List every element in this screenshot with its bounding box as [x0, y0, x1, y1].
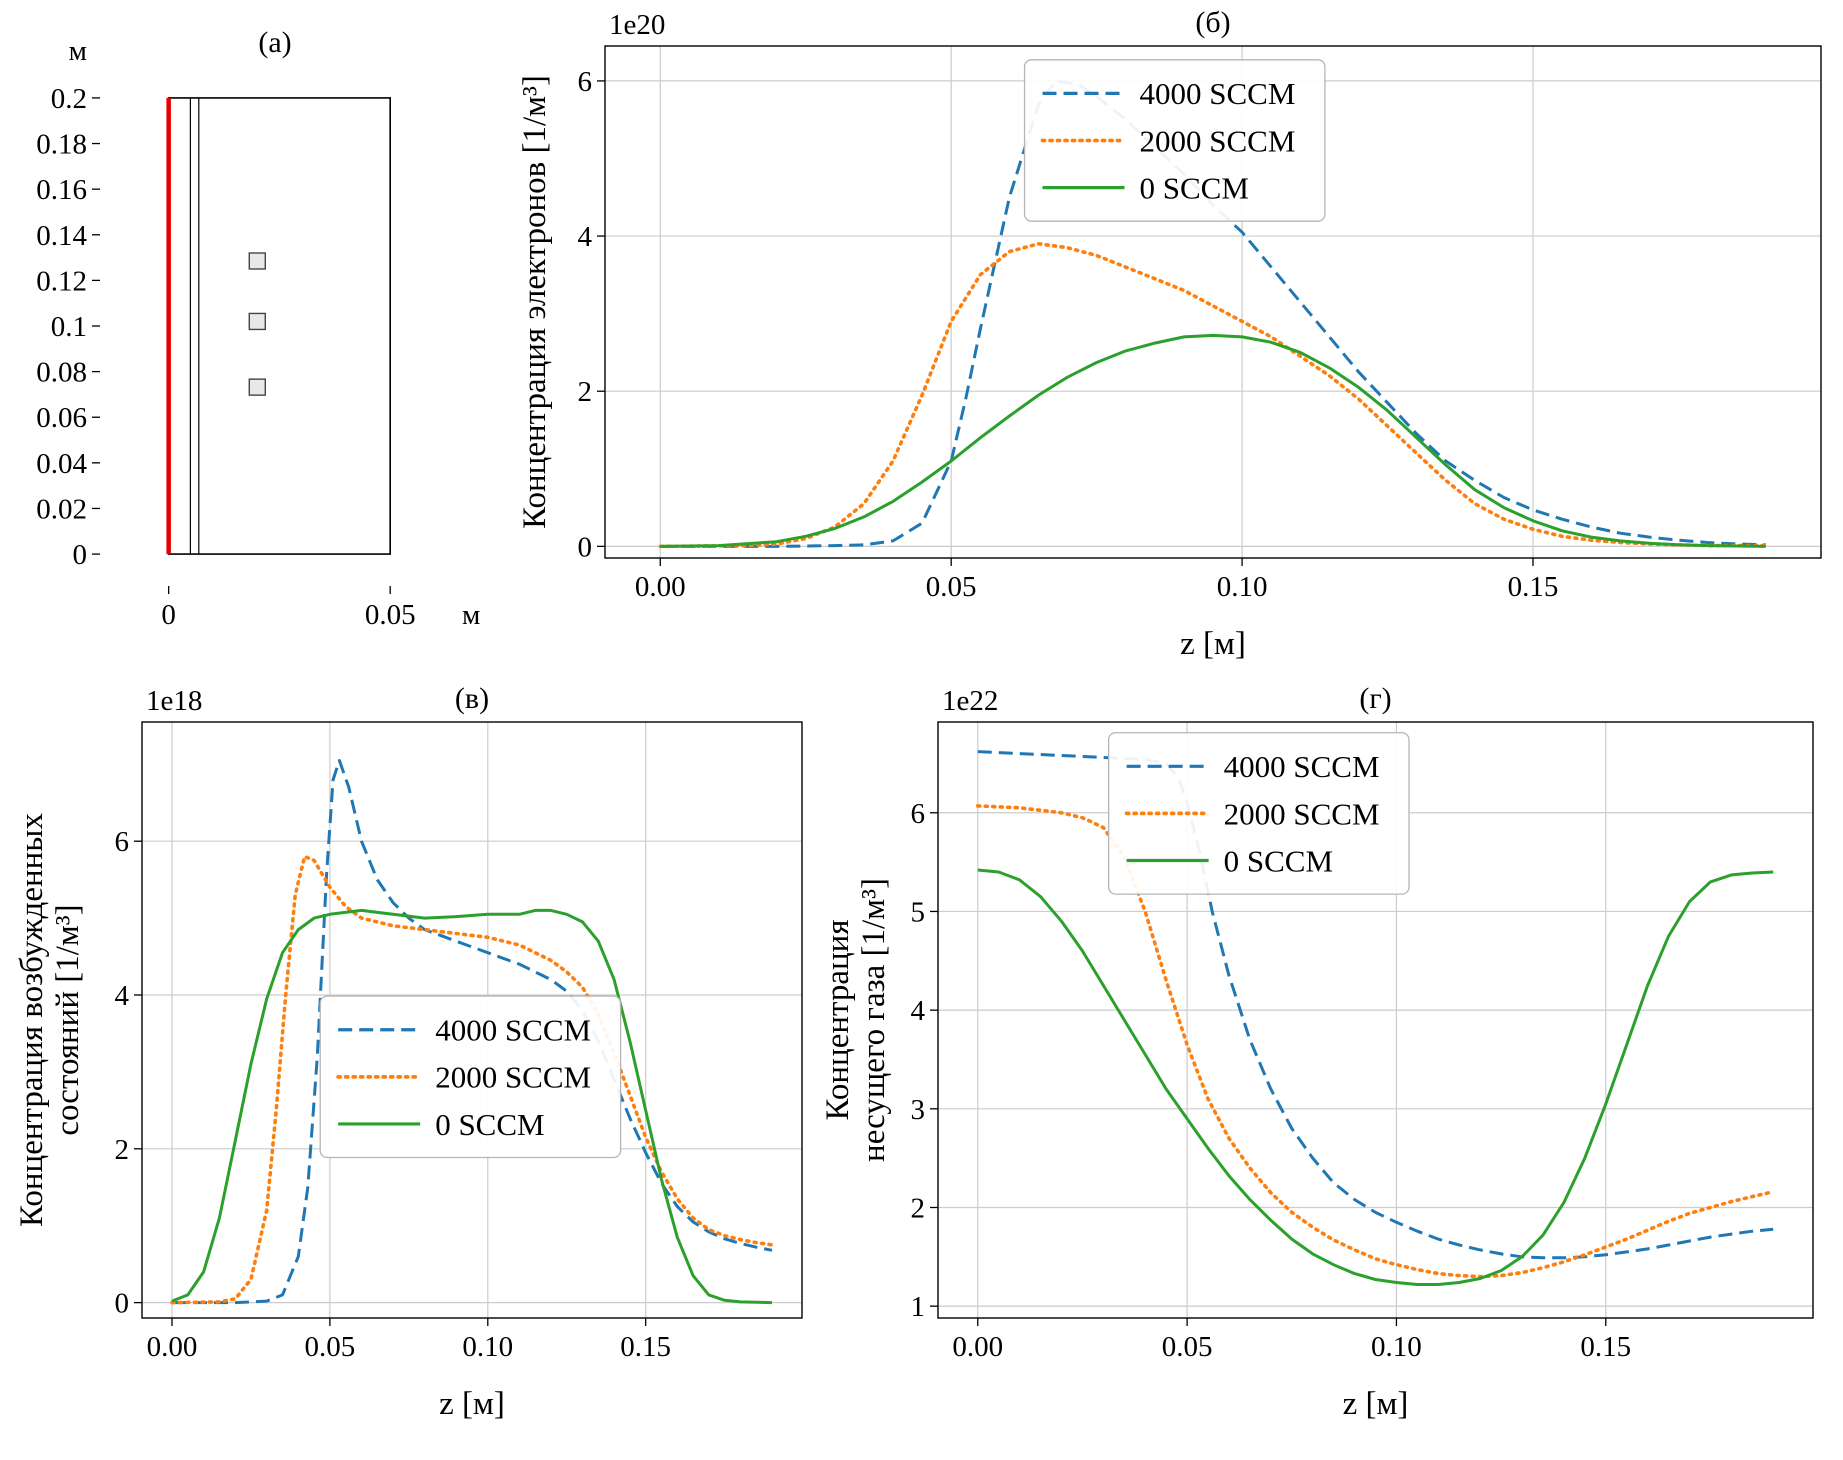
y-tick-label: 0.14 — [36, 220, 87, 252]
y-tick-label: 0.2 — [51, 83, 87, 115]
legend-box — [1107, 732, 1410, 895]
y-tick-label: 4 — [115, 980, 130, 1012]
x-tick-label: 0.15 — [620, 1331, 671, 1363]
x-tick-label: 0.05 — [365, 599, 416, 631]
y-tick-label: 2 — [911, 1192, 926, 1224]
panel-title: (а) — [258, 26, 291, 59]
y-tick-label: 3 — [911, 1094, 926, 1126]
panel-carrier-gas: 0.00 0.05 0.10 0.15 1 2 3 4 5 6 (г) 1e22 z [м] Концен… — [816, 676, 1833, 1456]
panel-title: (г) — [1359, 682, 1391, 715]
y-tick-label: 2 — [115, 1134, 130, 1166]
electron-density-plot: 0.00 0.05 0.10 0.15 0 2 4 6 (б) 1e20 z [м] Концентр… — [505, 4, 1843, 676]
legend-label: 2000 SCCM — [1140, 123, 1296, 158]
panel-title: (в) — [455, 682, 489, 715]
panel-electron-density: 0.00 0.05 0.10 0.15 0 2 4 6 (б) 1e20 z [м] Концентр… — [505, 4, 1843, 676]
panel-title: (б) — [1195, 6, 1230, 39]
y-tick-label: 0 — [578, 531, 593, 563]
plot-frame — [141, 721, 803, 1319]
legend-label: 0 SCCM — [1224, 843, 1333, 878]
y-tick-label: 6 — [115, 826, 130, 858]
y-tick-label: 6 — [578, 66, 593, 98]
x-axis-label: z [м] — [439, 1386, 505, 1422]
y-tick-label: 0.1 — [51, 311, 87, 343]
panel-excited-states: 0.00 0.05 0.10 0.15 0 2 4 6 (в) 1e18 z [м] Концентр… — [10, 676, 816, 1456]
axis-offset-text: 1e20 — [609, 9, 665, 41]
x-tick-label: 0.10 — [1371, 1331, 1422, 1363]
y-tick-label: 6 — [911, 798, 926, 830]
sample-square — [248, 312, 266, 331]
y-axis-label-line: Концентрация электронов [1/м³] — [517, 75, 553, 529]
top-row: 0 0.05 0 0.02 0.04 0.06 0.08 0.1 0.12 0.14 0.16 0.1… — [0, 4, 1843, 676]
legend-label: 0 SCCM — [435, 1107, 544, 1142]
sample-square — [248, 252, 266, 270]
y-tick-label: 4 — [578, 221, 593, 253]
y-tick-label: 0.08 — [36, 357, 87, 389]
x-unit-label: м — [462, 599, 480, 631]
x-tick-label: 0.00 — [635, 571, 686, 603]
panel-geometry: 0 0.05 0 0.02 0.04 0.06 0.08 0.1 0.12 0.14 0.16 0.1… — [0, 4, 505, 676]
geometry-plot: 0 0.05 0 0.02 0.04 0.06 0.08 0.1 0.12 0.14 0.16 0.1… — [0, 4, 505, 676]
y-tick-label: 1 — [911, 1291, 926, 1323]
series-line-4000-sccm — [977, 750, 1774, 1260]
y-axis-label-line: несущего газа [1/м³] — [856, 878, 892, 1162]
x-tick-label: 0.15 — [1580, 1331, 1631, 1363]
plot-frame — [604, 45, 1822, 559]
y-tick-label: 0.16 — [36, 174, 87, 206]
legend-label: 4000 SCCM — [1224, 749, 1380, 784]
x-axis-label: z [м] — [1343, 1386, 1409, 1422]
series-line-0-sccm — [660, 333, 1766, 548]
sample-square — [248, 378, 266, 396]
x-tick-label: 0.05 — [926, 571, 977, 603]
y-axis-label-line: Концентрация возбужденных — [14, 813, 50, 1227]
series-line-0-sccm — [977, 868, 1774, 1286]
y-tick-label: 0 — [115, 1288, 130, 1320]
series-line-2000-sccm — [976, 804, 1775, 1279]
legend-label: 2000 SCCM — [435, 1060, 591, 1095]
y-tick-label: 0 — [73, 539, 88, 571]
legend-label: 0 SCCM — [1140, 170, 1249, 205]
y-axis-label-line: Концентрация — [820, 920, 856, 1121]
x-tick-label: 0 — [161, 599, 176, 631]
x-tick-label: 0.05 — [1162, 1331, 1213, 1363]
x-tick-label: 0.10 — [1217, 571, 1268, 603]
carrier-gas-plot: 0.00 0.05 0.10 0.15 1 2 3 4 5 6 (г) 1e22 z [м] Концен… — [816, 676, 1833, 1456]
excited-states-plot: 0.00 0.05 0.10 0.15 0 2 4 6 (в) 1e18 z [м] Концентр… — [10, 676, 816, 1456]
series-line-2000-sccm — [658, 242, 1768, 549]
legend-label: 2000 SCCM — [1224, 796, 1380, 831]
x-tick-label: 0.15 — [1508, 571, 1559, 603]
x-axis-label: z [м] — [1180, 626, 1246, 662]
legend-box — [1023, 59, 1326, 222]
y-axis-label: Концентрация возбужденныхсостояний [1/м³… — [14, 813, 86, 1227]
x-tick-label: 0.05 — [305, 1331, 356, 1363]
axis-offset-text: 1e22 — [942, 685, 998, 717]
plot-frame — [937, 721, 1814, 1319]
axis-offset-text: 1e18 — [146, 685, 202, 717]
y-tick-label: 5 — [911, 896, 926, 928]
x-tick-label: 0.00 — [147, 1331, 198, 1363]
y-unit-label: м — [69, 35, 87, 67]
legend-label: 4000 SCCM — [435, 1013, 591, 1048]
y-axis-label: Концентрация электронов [1/м³] — [517, 75, 553, 529]
y-tick-label: 4 — [911, 995, 926, 1027]
series-line-4000-sccm — [660, 79, 1766, 548]
legend-label: 4000 SCCM — [1140, 76, 1296, 111]
x-tick-label: 0.10 — [462, 1331, 513, 1363]
y-axis-label-line: состояний [1/м³] — [50, 904, 86, 1135]
y-axis-label: Концентрациянесущего газа [1/м³] — [820, 878, 892, 1162]
y-tick-label: 0.06 — [36, 402, 87, 434]
y-tick-label: 2 — [578, 376, 593, 408]
y-tick-label: 0.02 — [36, 493, 87, 525]
x-tick-label: 0.00 — [952, 1331, 1003, 1363]
y-tick-label: 0.04 — [36, 448, 87, 480]
series-line-0-sccm — [171, 908, 773, 1305]
legend-box — [319, 995, 622, 1159]
reactor-outline — [167, 97, 391, 555]
y-tick-label: 0.12 — [36, 265, 87, 297]
y-tick-label: 0.18 — [36, 129, 87, 161]
bottom-row: 0.00 0.05 0.10 0.15 0 2 4 6 (в) 1e18 z [м] Концентр… — [10, 676, 1843, 1456]
series-line-2000-sccm — [170, 854, 774, 1305]
